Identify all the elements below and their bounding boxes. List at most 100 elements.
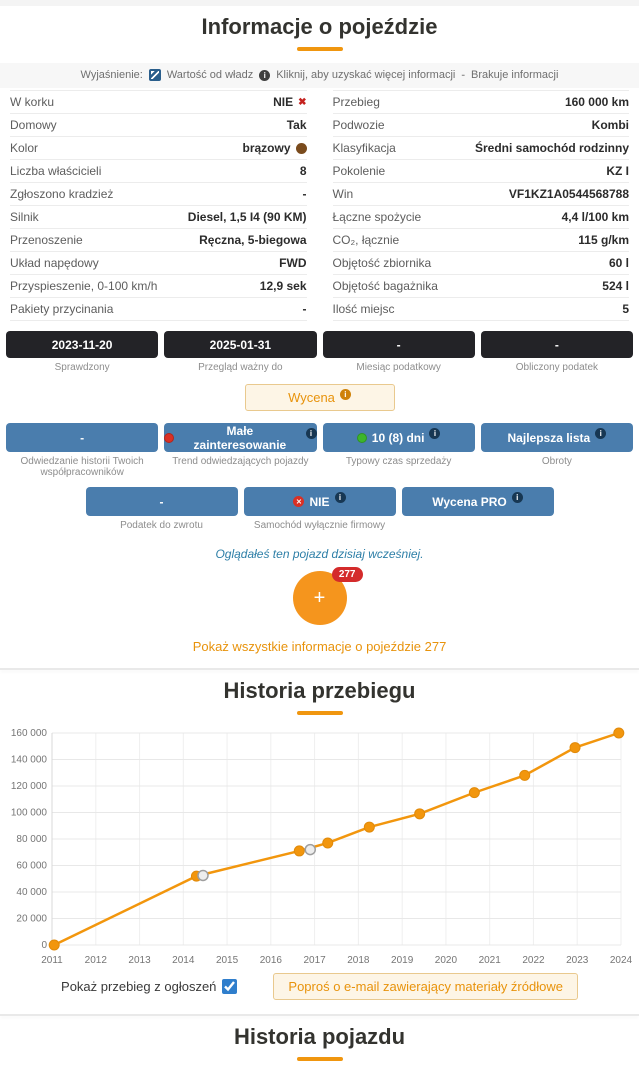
spec-value-text: 5 xyxy=(622,302,629,316)
spec-value-text: Średni samochód rodzinny xyxy=(474,141,629,155)
blue-stat-button[interactable]: NIE xyxy=(243,487,396,516)
svg-text:120 000: 120 000 xyxy=(11,781,48,792)
svg-text:2021: 2021 xyxy=(479,955,502,966)
legend-dash: - xyxy=(461,69,466,81)
info-icon[interactable] xyxy=(595,428,607,439)
expand-all-button[interactable]: + 277 xyxy=(292,567,363,625)
spec-value: Kombi xyxy=(592,118,629,132)
spec-value: - xyxy=(303,302,307,316)
blue-stat-button[interactable]: Wycena PRO xyxy=(401,487,554,516)
spec-label: Przenoszenie xyxy=(10,233,83,247)
spec-table: W korku NIE Domowy Tak Kolor xyxy=(0,88,639,321)
svg-text:2024: 2024 xyxy=(610,955,633,966)
stat-box-button[interactable]: 2025-01-31 xyxy=(164,331,317,358)
show-ads-mileage-checkbox[interactable] xyxy=(222,979,238,994)
blue-button-value: Małe zainteresowanie xyxy=(193,423,287,452)
blue-button-cell: - Podatek do zwrotu xyxy=(85,487,238,531)
spec-label: Domowy xyxy=(10,118,57,132)
info-icon[interactable] xyxy=(305,428,317,439)
spec-label: Pakiety przycinania xyxy=(10,302,114,316)
show-all-info-link[interactable]: Pokaż wszystkie informacje o pojeździe 2… xyxy=(192,639,447,654)
blue-button-row-1: - Odwiedzanie historii Twoich współpraco… xyxy=(0,411,639,478)
blue-button-caption: Trend odwiedzających pojazdy xyxy=(172,456,309,467)
blue-stat-button[interactable]: - xyxy=(6,423,159,452)
svg-text:40 000: 40 000 xyxy=(16,887,47,898)
spec-value-text: VF1KZ1A0544568788 xyxy=(508,187,629,201)
spec-value: 115 g/km xyxy=(578,233,629,247)
stat-box-button[interactable]: 2023-11-20 xyxy=(6,331,159,358)
spec-row: W korku NIE xyxy=(10,91,307,114)
stat-box-button[interactable]: - xyxy=(322,331,475,358)
checkbox-label-text: Pokaż przebieg z ogłoszeń xyxy=(61,979,217,994)
spec-value: KZ I xyxy=(606,164,629,178)
spec-row: Przebieg 160 000 km xyxy=(332,91,629,114)
spec-label: Przyspieszenie, 0-100 km/h xyxy=(10,279,158,293)
show-ads-mileage-checkbox-label[interactable]: Pokaż przebieg z ogłoszeń xyxy=(61,979,238,994)
blue-button-row-2: - Podatek do zwrotu NIE Samochód wyłączn… xyxy=(0,478,639,531)
spec-value-text: 524 l xyxy=(602,279,629,293)
info-icon[interactable] xyxy=(429,428,441,439)
vehicle-info-section: Informacje o pojeździe Wyjaśnienie: Wart… xyxy=(0,6,639,654)
blue-stat-button[interactable]: Najlepsza lista xyxy=(480,423,633,452)
spec-label: Silnik xyxy=(10,210,39,224)
spec-value: 4,4 l/100 km xyxy=(562,210,629,224)
svg-text:60 000: 60 000 xyxy=(16,861,47,872)
blue-stat-button[interactable]: Małe zainteresowanie xyxy=(164,423,317,452)
svg-text:2011: 2011 xyxy=(41,955,63,966)
stat-box-caption: Sprawdzony xyxy=(54,362,110,373)
stat-box-button[interactable]: - xyxy=(480,331,633,358)
blue-button-cell: NIE Samochód wyłącznie firmowy xyxy=(243,487,396,531)
blue-button-caption: Typowy czas sprzedaży xyxy=(345,456,452,467)
spec-label: W korku xyxy=(10,95,55,109)
spec-value: Tak xyxy=(287,118,307,132)
svg-text:20 000: 20 000 xyxy=(16,914,47,925)
svg-text:2015: 2015 xyxy=(216,955,239,966)
spec-value-text: 12,9 sek xyxy=(259,279,307,293)
svg-text:0: 0 xyxy=(41,940,47,951)
wycena-button[interactable]: Wycena xyxy=(244,384,395,411)
spec-value-text: 8 xyxy=(299,164,307,178)
title-underline xyxy=(296,711,343,715)
info-icon[interactable] xyxy=(511,492,523,503)
spec-value: NIE xyxy=(273,95,306,109)
vehicle-history-section: Historia pojazdu xyxy=(0,1016,639,1061)
blue-button-cell: Wycena PRO xyxy=(401,487,554,531)
blue-stat-button[interactable]: 10 (8) dni xyxy=(322,423,475,452)
spec-label: Kolor xyxy=(10,141,39,155)
spec-value-text: 115 g/km xyxy=(578,233,629,247)
svg-text:2013: 2013 xyxy=(128,955,151,966)
svg-text:2012: 2012 xyxy=(85,955,108,966)
spec-value-text: FWD xyxy=(279,256,307,270)
spec-value: 5 xyxy=(622,302,629,316)
blue-button-value: 10 (8) dni xyxy=(371,430,425,445)
spec-value-text: 4,4 l/100 km xyxy=(561,210,629,224)
mileage-chart-svg: 2011 2012 2013 2014 2015 2016 2017 2018 2019 2020… xyxy=(11,727,633,966)
spec-label: Podwozie xyxy=(332,118,385,132)
spec-row: Pokolenie KZ I xyxy=(332,160,629,183)
spec-row: Układ napędowy FWD xyxy=(10,252,307,275)
spec-value: Diesel, 1,5 I4 (90 KM) xyxy=(188,210,307,224)
spec-value-text: KZ I xyxy=(606,164,629,178)
svg-text:140 000: 140 000 xyxy=(11,755,48,766)
svg-text:2022: 2022 xyxy=(522,955,545,966)
spec-label: Przebieg xyxy=(332,95,380,109)
stat-box-value: - xyxy=(396,337,401,352)
spec-value: 524 l xyxy=(602,279,629,293)
request-email-button[interactable]: Poproś o e-mail zawierający materiały źr… xyxy=(273,973,578,1000)
spec-value: brązowy xyxy=(242,141,307,155)
legend-authority-label: Wartość od władz xyxy=(166,69,254,81)
spec-label: Łączne spożycie xyxy=(332,210,422,224)
x-red-icon xyxy=(298,97,306,108)
spec-value-text: Ręczna, 5-biegowa xyxy=(199,233,307,247)
stat-cell: - Obliczony podatek xyxy=(480,331,633,373)
spec-column-right: Przebieg 160 000 km Podwozie Kombi K xyxy=(332,90,629,321)
info-icon xyxy=(339,388,351,400)
spec-row: Kolor brązowy xyxy=(10,137,307,160)
spec-value: - xyxy=(303,187,307,201)
blue-button-cell: 10 (8) dni Typowy czas sprzedaży xyxy=(322,423,475,478)
blue-stat-button[interactable]: - xyxy=(85,487,238,516)
info-icon[interactable] xyxy=(334,492,346,503)
svg-text:2018: 2018 xyxy=(347,955,370,966)
spec-row: Pakiety przycinania - xyxy=(10,298,307,321)
history-section-title: Historia pojazdu xyxy=(233,1024,406,1049)
